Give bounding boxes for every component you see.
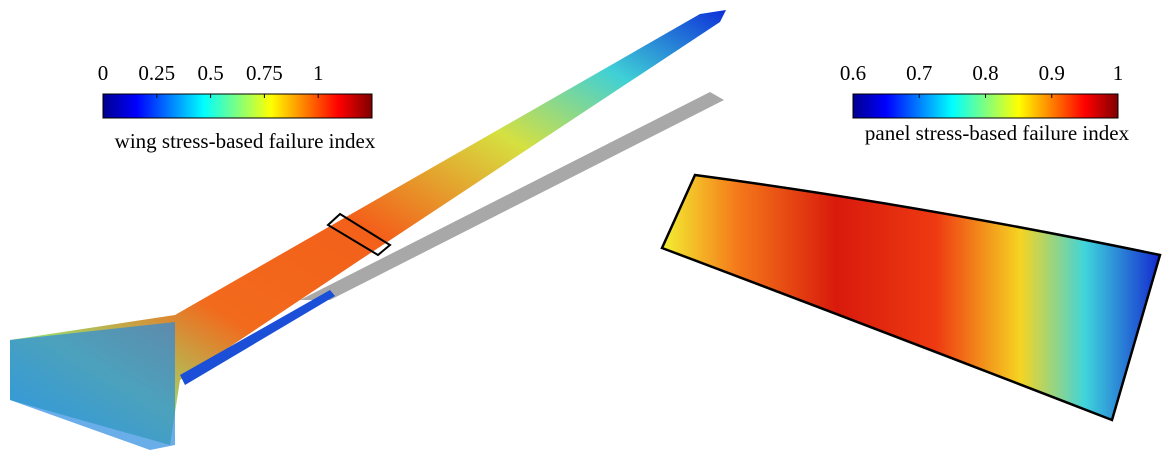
tick-label: 0.75	[246, 61, 283, 85]
colorbar-label: wing stress-based failure index	[115, 129, 376, 153]
wing-root	[10, 322, 175, 450]
tick-label: 0.6	[840, 61, 866, 85]
figure: 0 0.25 0.5 0.75 1 wing stress-based failure i…	[0, 0, 1173, 453]
tick-label: 0.25	[138, 61, 175, 85]
tick-label: 0.9	[1039, 61, 1065, 85]
tick-label: 0	[98, 61, 109, 85]
tick-label: 1	[1113, 61, 1124, 85]
colorbar-label: panel stress-based failure index	[865, 121, 1130, 145]
panel	[662, 175, 1160, 420]
tick-label: 0.5	[197, 61, 223, 85]
colorbar	[103, 94, 372, 118]
tick-label: 1	[313, 61, 324, 85]
tick-label: 0.7	[906, 61, 932, 85]
tick-label: 0.8	[972, 61, 998, 85]
